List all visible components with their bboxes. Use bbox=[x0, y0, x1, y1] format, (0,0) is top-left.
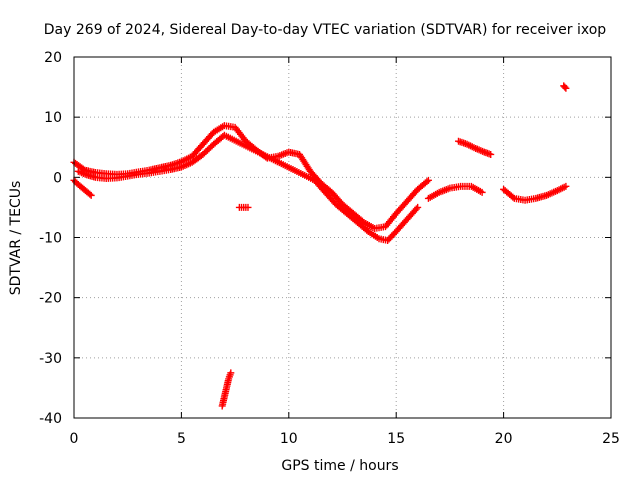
data-point bbox=[227, 369, 235, 377]
data-point bbox=[424, 176, 432, 184]
series-segment-20-23h bbox=[500, 182, 570, 204]
data-point bbox=[478, 188, 486, 196]
y-tick-label: 10 bbox=[44, 110, 62, 126]
x-tick-label: 15 bbox=[387, 431, 405, 447]
data-point bbox=[423, 178, 431, 186]
data-point bbox=[562, 182, 570, 190]
series-segment-early-dip bbox=[70, 176, 95, 199]
series-outlier-8h bbox=[235, 203, 252, 211]
y-tick-label: -10 bbox=[39, 231, 62, 247]
data-point bbox=[487, 150, 495, 158]
data-point bbox=[86, 190, 94, 198]
series-outlier-23h bbox=[560, 82, 570, 92]
y-axis-label: SDTVAR / TECUs bbox=[8, 181, 24, 296]
series-segment-high-18h bbox=[454, 137, 495, 158]
data-point bbox=[87, 191, 95, 199]
data-point bbox=[414, 203, 422, 211]
x-tick-label: 25 bbox=[602, 431, 620, 447]
x-tick-label: 10 bbox=[280, 431, 298, 447]
plot-frame bbox=[73, 56, 612, 419]
series-segment-late-cluster bbox=[424, 182, 486, 202]
y-tick-label: 0 bbox=[53, 170, 62, 186]
data-point bbox=[412, 205, 420, 213]
x-tick-label: 20 bbox=[495, 431, 513, 447]
y-tick-label: -40 bbox=[39, 411, 62, 427]
data-point bbox=[562, 84, 570, 92]
data-point bbox=[244, 203, 252, 211]
x-tick-label: 0 bbox=[70, 431, 79, 447]
x-axis-label: GPS time / hours bbox=[281, 458, 398, 474]
data-points bbox=[70, 82, 570, 410]
data-point bbox=[509, 193, 517, 201]
y-tick-label: -20 bbox=[39, 291, 62, 307]
chart-title: Day 269 of 2024, Sidereal Day-to-day VTE… bbox=[44, 22, 607, 38]
x-tick-label: 5 bbox=[177, 431, 186, 447]
series-segment-steep-drop bbox=[218, 369, 235, 410]
grid bbox=[74, 57, 611, 418]
y-tick-label: 20 bbox=[44, 50, 62, 66]
data-point bbox=[561, 83, 569, 91]
series-main-arc-lower bbox=[74, 131, 422, 245]
y-tick-label: -30 bbox=[39, 351, 62, 367]
